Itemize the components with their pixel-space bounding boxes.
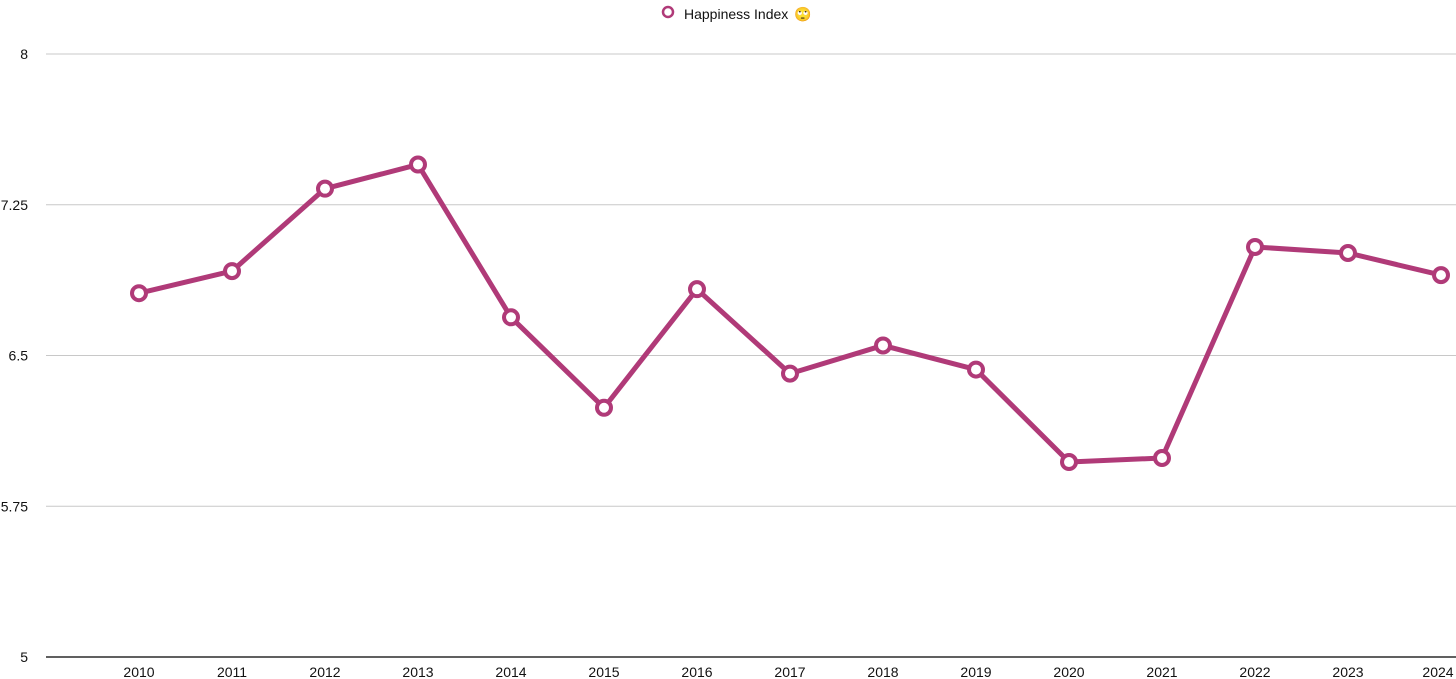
x-tick-label: 2019	[960, 664, 991, 679]
data-point	[688, 280, 706, 299]
data-point	[1060, 453, 1078, 472]
y-tick-label: 8	[20, 46, 28, 62]
x-tick-label: 2016	[681, 664, 712, 679]
x-tick-label: 2014	[495, 664, 526, 679]
x-tick-label: 2017	[774, 664, 805, 679]
y-tick-label: 7.25	[1, 197, 28, 213]
data-point	[967, 360, 985, 379]
x-axis-ticks: 2010 2011 2012 2013 2014 2015 2016 2017 2018 2019…	[123, 664, 1453, 679]
data-point	[316, 179, 334, 198]
x-tick-label: 2022	[1239, 664, 1270, 679]
data-point	[502, 308, 520, 327]
legend-emoji-icon: 🙄	[794, 6, 811, 22]
y-axis-ticks: 5 5.75 6.5 7.25 8	[1, 46, 28, 665]
x-tick-label: 2011	[217, 664, 247, 679]
data-point	[1246, 237, 1264, 256]
y-tick-label: 5	[20, 649, 28, 665]
x-tick-label: 2021	[1146, 664, 1177, 679]
x-tick-label: 2024	[1422, 664, 1453, 679]
data-point	[1432, 266, 1450, 285]
data-point	[595, 398, 613, 417]
data-point	[874, 336, 892, 355]
data-point	[409, 155, 427, 174]
x-tick-label: 2013	[402, 664, 433, 679]
y-tick-label: 5.75	[1, 498, 28, 514]
legend: Happiness Index 🙄	[661, 5, 812, 22]
legend-marker-happiness-index	[661, 5, 675, 19]
grid-lines	[46, 53, 1456, 507]
y-tick-label: 6.5	[9, 348, 29, 364]
series-line	[136, 162, 1444, 465]
data-point	[1339, 243, 1357, 262]
x-tick-label: 2023	[1332, 664, 1363, 679]
x-tick-label: 2015	[588, 664, 619, 679]
x-tick-label: 2018	[867, 664, 898, 679]
legend-label-happiness-index: Happiness Index	[684, 6, 788, 22]
data-point	[223, 262, 241, 281]
x-tick-label: 2010	[123, 664, 154, 679]
data-point	[1153, 449, 1171, 468]
x-tick-label: 2020	[1053, 664, 1084, 679]
data-point	[130, 284, 148, 303]
series-happiness-index	[130, 155, 1450, 472]
data-point	[781, 364, 799, 383]
x-tick-label: 2012	[309, 664, 340, 679]
